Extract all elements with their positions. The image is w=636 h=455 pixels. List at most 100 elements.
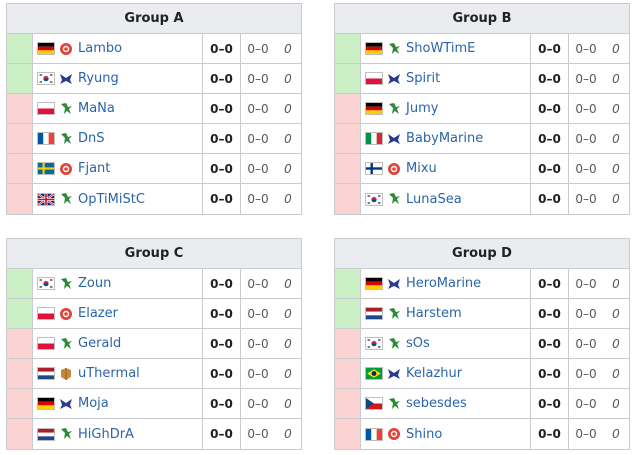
player-cell: sOs: [361, 329, 531, 358]
se-flag-icon: [38, 163, 54, 174]
round-diff: 0: [612, 396, 620, 411]
game-score: 0–0: [575, 131, 597, 146]
player-name-link[interactable]: Moja: [78, 396, 109, 411]
table-row: Lambo 0–0 0–0 0: [7, 34, 301, 64]
game-score: 0–0: [575, 427, 597, 441]
table-row: OpTiMiStC 0–0 0–0 0: [7, 184, 301, 214]
fr-flag-icon: [366, 428, 382, 440]
player-name-link[interactable]: Kelazhur: [406, 366, 463, 381]
table-row: Spirit 0–0 0–0 0: [335, 64, 629, 94]
status-cell: [7, 359, 33, 388]
player-cell: DnS: [33, 124, 203, 153]
status-cell: [335, 154, 361, 183]
game-score: 0–0: [247, 396, 269, 411]
table-row: ShoWTimE 0–0 0–0 0: [335, 34, 629, 64]
player-cell: Kelazhur: [361, 359, 531, 388]
status-cell: [7, 329, 33, 358]
match-score: 0–0: [531, 359, 569, 388]
game-score: 0–0: [575, 306, 597, 321]
player-name-link[interactable]: uThermal: [78, 366, 140, 381]
player-name-link[interactable]: Mixu: [406, 161, 437, 176]
player-name-link[interactable]: DnS: [78, 131, 105, 146]
match-score: 0–0: [531, 329, 569, 358]
game-score: 0–0: [575, 101, 597, 116]
player-name-link[interactable]: Ryung: [78, 71, 119, 86]
status-cell: [7, 299, 33, 328]
player-name-link[interactable]: sOs: [406, 336, 430, 351]
de-flag-icon: [366, 43, 382, 54]
player-cell: Moja: [33, 389, 203, 418]
game-score: 0–0: [575, 192, 597, 206]
game-score: 0–0: [247, 41, 269, 56]
game-score: 0–0: [575, 41, 597, 56]
player-cell: uThermal: [33, 359, 203, 388]
table-row: Mixu 0–0 0–0 0: [335, 154, 629, 184]
table-row: Kelazhur 0–0 0–0 0: [335, 359, 629, 389]
player-name-link[interactable]: Gerald: [78, 336, 122, 351]
table-row: Ryung 0–0 0–0 0: [7, 64, 301, 94]
status-cell: [7, 124, 33, 153]
game-score: 0–0: [247, 101, 269, 116]
player-name-link[interactable]: HiGhDrA: [78, 426, 134, 442]
player-name-link[interactable]: Harstem: [406, 306, 462, 321]
round-diff: 0: [284, 427, 292, 441]
match-score: 0–0: [531, 419, 569, 449]
player-name-link[interactable]: Spirit: [406, 71, 441, 86]
player-name-link[interactable]: ShoWTimE: [406, 41, 476, 56]
player-name-link[interactable]: OpTiMiStC: [78, 191, 145, 207]
round-diff: 0: [612, 336, 620, 351]
player-cell: MaNa: [33, 94, 203, 123]
terran-race-icon: [387, 102, 401, 116]
game-score: 0–0: [575, 396, 597, 411]
game-score: 0–0: [247, 306, 269, 321]
player-name-link[interactable]: Zoun: [78, 276, 112, 291]
table-row: Zoun 0–0 0–0 0: [7, 269, 301, 299]
match-score: 0–0: [203, 359, 241, 388]
player-name-link[interactable]: Lambo: [78, 41, 123, 56]
match-score: 0–0: [531, 64, 569, 93]
player-name-link[interactable]: LunaSea: [406, 191, 462, 207]
player-name-link[interactable]: Elazer: [78, 306, 118, 321]
player-name-link[interactable]: Jumy: [406, 101, 439, 116]
match-score: 0–0: [203, 184, 241, 214]
round-diff: 0: [284, 101, 292, 116]
status-cell: [335, 419, 361, 449]
player-name-link[interactable]: Fjant: [78, 161, 111, 176]
player-name-link[interactable]: BabyMarine: [406, 131, 484, 146]
player-cell: sebesdes: [361, 389, 531, 418]
table-row: Fjant 0–0 0–0 0: [7, 154, 301, 184]
match-score: 0–0: [203, 299, 241, 328]
terran-race-icon: [59, 102, 73, 116]
de-flag-icon: [366, 103, 382, 114]
player-name-link[interactable]: Shino: [406, 426, 443, 442]
protoss-race-icon: [59, 72, 73, 86]
player-cell: Ryung: [33, 64, 203, 93]
player-name-link[interactable]: sebesdes: [406, 396, 467, 411]
status-cell: [7, 94, 33, 123]
player-cell: Jumy: [361, 94, 531, 123]
table-row: Shino 0–0 0–0 0: [335, 419, 629, 449]
terran-race-icon: [59, 277, 73, 291]
fi-flag-icon: [366, 163, 382, 174]
player-cell: Mixu: [361, 154, 531, 183]
round-diff: 0: [284, 71, 292, 86]
round-diff: 0: [284, 396, 292, 411]
status-cell: [335, 269, 361, 298]
round-diff: 0: [284, 306, 292, 321]
player-name-link[interactable]: MaNa: [78, 101, 115, 116]
match-score: 0–0: [531, 124, 569, 153]
player-cell: HiGhDrA: [33, 419, 203, 449]
round-diff: 0: [612, 276, 620, 291]
round-diff: 0: [612, 101, 620, 116]
terran-race-icon: [59, 132, 73, 146]
de-flag-icon: [38, 43, 54, 54]
zerg-red-race-icon: [59, 42, 73, 56]
terran-race-icon: [59, 427, 73, 441]
status-cell: [335, 329, 361, 358]
status-cell: [7, 389, 33, 418]
player-cell: Fjant: [33, 154, 203, 183]
player-name-link[interactable]: HeroMarine: [406, 276, 482, 291]
round-diff: 0: [612, 306, 620, 321]
status-cell: [335, 389, 361, 418]
table-row: Gerald 0–0 0–0 0: [7, 329, 301, 359]
